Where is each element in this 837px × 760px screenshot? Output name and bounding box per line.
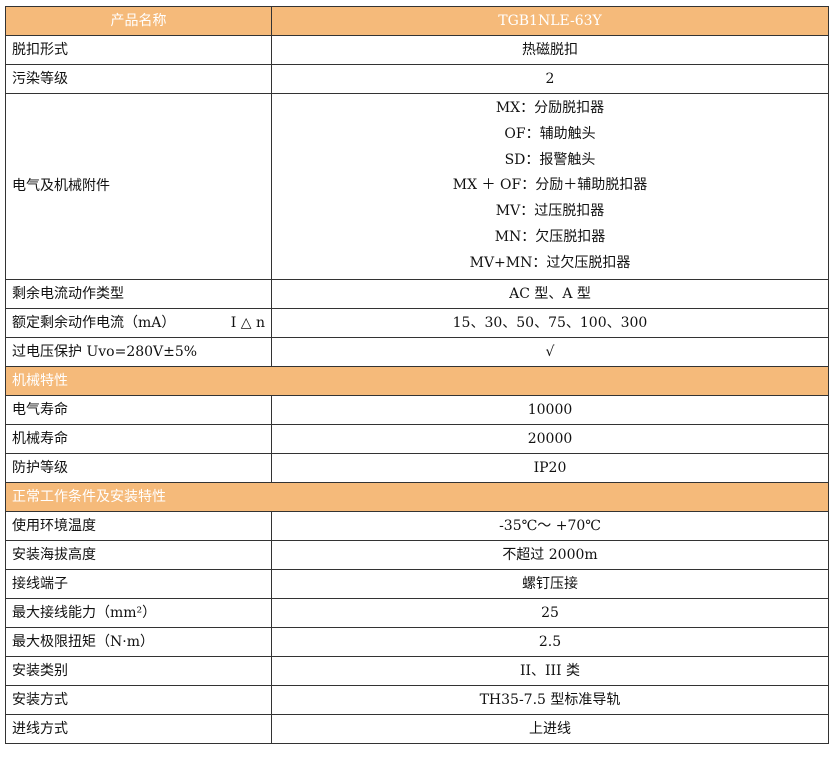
accessory-item: OF：辅助触头 (504, 125, 596, 142)
row-label: 剩余电流动作类型 (5, 278, 272, 309)
section-title: 正常工作条件及安装特性 (5, 481, 829, 512)
accessory-item: MX ＋ OF：分励＋辅助脱扣器 (452, 177, 648, 194)
spec-table: 产品名称 TGB1NLE-63Y 脱扣形式 热磁脱扣 污染等级 2 电气及机械附件 … (5, 6, 829, 744)
row-value: IP20 (271, 452, 829, 483)
accessory-item: MV+MN：过欠压脱扣器 (469, 254, 631, 271)
table-row: 安装类别 II、III 类 (5, 655, 829, 686)
row-label: 最大极限扭矩（N·m） (5, 626, 272, 657)
header-label: 产品名称 (5, 6, 272, 36)
row-value: -35℃～ +70℃ (271, 510, 829, 541)
row-label: 污染等级 (5, 64, 272, 94)
row-value: 15、30、50、75、100、300 (271, 307, 829, 338)
row-label: 电气及机械附件 (5, 93, 272, 280)
table-row: 防护等级 IP20 (5, 452, 829, 483)
table-row: 额定剩余动作电流（mA） I △ n 15、30、50、75、100、300 (5, 307, 829, 338)
row-value: 热磁脱扣 (271, 35, 829, 65)
row-value: 螺钉压接 (271, 568, 829, 599)
row-value: TH35-7.5 型标准导轨 (271, 684, 829, 715)
section-header-row: 正常工作条件及安装特性 (5, 481, 829, 512)
table-row: 安装海拔高度 不超过 2000m (5, 539, 829, 570)
row-label: 防护等级 (5, 452, 272, 483)
row-value: II、III 类 (271, 655, 829, 686)
row-label: 进线方式 (5, 713, 272, 744)
table-row: 机械寿命 20000 (5, 423, 829, 454)
row-value: 2.5 (271, 626, 829, 657)
table-row: 过电压保护 Uvo=280V±5% √ (5, 336, 829, 367)
row-value: AC 型、A 型 (271, 278, 829, 309)
row-label: 安装类别 (5, 655, 272, 686)
table-row-accessories: 电气及机械附件 MX：分励脱扣器 OF：辅助触头 SD：报警触头 MX ＋ OF… (5, 93, 829, 280)
row-label: 使用环境温度 (5, 510, 272, 541)
table-row: 安装方式 TH35-7.5 型标准导轨 (5, 684, 829, 715)
accessory-item: MV：过压脱扣器 (495, 203, 605, 220)
row-value: 20000 (271, 423, 829, 454)
table-row: 最大接线能力（mm²） 25 (5, 597, 829, 628)
accessory-item: SD：报警触头 (504, 151, 596, 168)
row-label: 最大接线能力（mm²） (5, 597, 272, 628)
row-label: 安装海拔高度 (5, 539, 272, 570)
table-row: 剩余电流动作类型 AC 型、A 型 (5, 278, 829, 309)
row-value: 25 (271, 597, 829, 628)
accessory-item: MN：欠压脱扣器 (494, 228, 606, 245)
table-row: 污染等级 2 (5, 64, 829, 94)
row-value: 2 (271, 64, 829, 94)
table-row: 使用环境温度 -35℃～ +70℃ (5, 510, 829, 541)
table-row: 脱扣形式 热磁脱扣 (5, 35, 829, 65)
table-row: 最大极限扭矩（N·m） 2.5 (5, 626, 829, 657)
header-value: TGB1NLE-63Y (271, 6, 829, 36)
accessory-list: MX：分励脱扣器 OF：辅助触头 SD：报警触头 MX ＋ OF：分励＋辅助脱扣… (271, 93, 829, 280)
row-label: 机械寿命 (5, 423, 272, 454)
table-row: 电气寿命 10000 (5, 394, 829, 425)
table-row: 接线端子 螺钉压接 (5, 568, 829, 599)
row-label-with-symbol: 额定剩余动作电流（mA） I △ n (5, 307, 272, 338)
accessory-item: MX：分励脱扣器 (495, 100, 605, 116)
row-label: 过电压保护 Uvo=280V±5% (5, 336, 272, 367)
row-symbol: I △ n (230, 314, 265, 331)
row-label: 额定剩余动作电流（mA） (12, 314, 176, 331)
row-value: √ (271, 336, 829, 367)
row-value: 10000 (271, 394, 829, 425)
section-header-row: 机械特性 (5, 365, 829, 396)
row-label: 接线端子 (5, 568, 272, 599)
row-label: 脱扣形式 (5, 35, 272, 65)
row-value: 上进线 (271, 713, 829, 744)
row-label: 电气寿命 (5, 394, 272, 425)
row-label: 安装方式 (5, 684, 272, 715)
row-value: 不超过 2000m (271, 539, 829, 570)
table-header-row: 产品名称 TGB1NLE-63Y (5, 6, 829, 36)
section-title: 机械特性 (5, 365, 829, 396)
table-row: 进线方式 上进线 (5, 713, 829, 744)
